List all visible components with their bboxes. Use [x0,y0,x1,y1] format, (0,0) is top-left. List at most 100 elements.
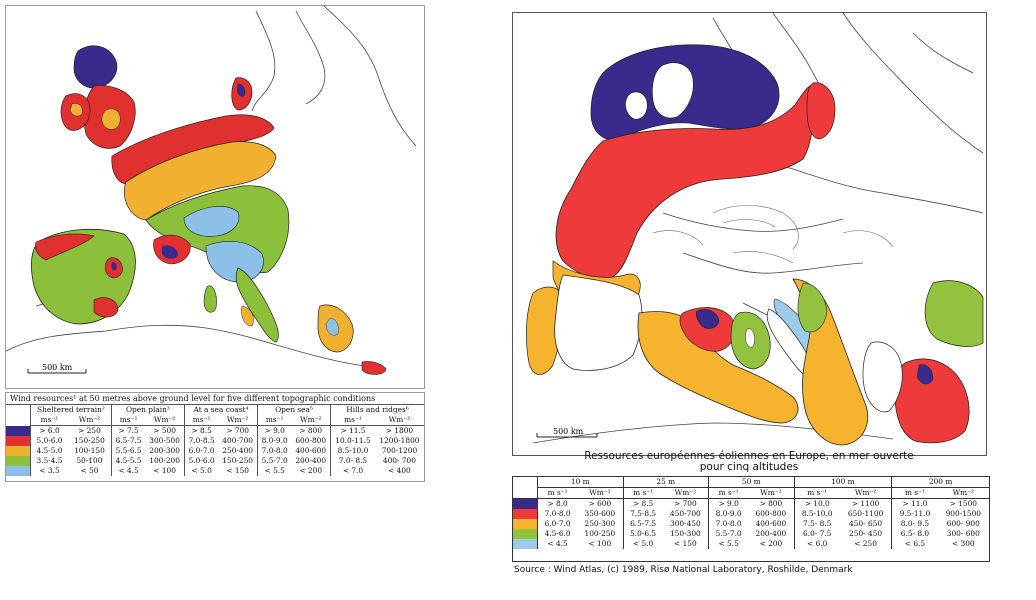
atlantic-red-zone [555,85,815,280]
left-wind-map: 500 km [5,5,425,389]
right-legend-cell: 300- 600 [946,529,980,538]
right-legend-cell: < 4.5 [537,539,578,549]
left-legend-cell: 7.0-8.5 [183,436,219,446]
right-legend-cell: < 250 [854,539,877,548]
right-legend-cell: 600- 900 [946,519,980,528]
right-legend-cell: 450-700 [670,509,701,518]
left-legend-cell: 600-800 [295,436,327,445]
right-color-swatch [513,519,538,529]
left-legend-cell: 8.0-9.0 [256,436,292,446]
source-credit: Source : Wind Atlas, (c) 1989, Risø Nati… [514,565,853,575]
right-legend-cell: < 5.5 [708,539,749,549]
left-legend-cell: 5.5-6.5 [110,446,146,456]
left-group-name: Sheltered terrain² [30,405,112,415]
left-legend-cell: > 8.5 [183,425,219,436]
right-group-name: 200 m [891,477,989,488]
right-legend-cell: > 8.0 [537,498,578,509]
left-legend-cell: < 50 [80,466,99,475]
right-legend-cell: 8.5-10.0 [793,509,840,519]
black-sea-green-zone [924,280,984,347]
left-legend-cell: 10.0-11.5 [330,436,375,446]
left-legend-cell: 50-100 [76,456,103,465]
right-legend-cell: > 9.0 [708,498,749,509]
left-unit: Wm⁻² [374,415,424,426]
britain-outline [651,62,694,119]
right-legend-cell: > 1100 [851,499,880,508]
right-legend-cell: > 600 [588,499,612,508]
right-legend-cell: < 200 [759,539,783,548]
gulf-of-lion-red-zone [679,307,735,352]
left-group-name: Hills and ridges⁶ [330,405,424,415]
right-legend-cell: 4.5-6.0 [537,529,578,539]
right-legend-cell: 7.5- 8.5 [793,519,840,529]
left-legend-cell: > 9.0 [256,425,292,436]
left-legend-cell: < 5.0 [183,466,219,476]
left-legend-cell: 7.0- 8.5 [330,456,375,466]
right-wind-map: 500 km [512,12,987,456]
left-legend-cell: < 5.5 [256,466,292,476]
left-legend-cell: 6.0-7.0 [183,446,219,456]
denmark-red-zone [806,82,836,140]
right-legend-cell: < 6.0 [793,539,840,549]
left-legend-cell: < 4.5 [110,466,146,476]
right-legend-cell: > 800 [759,499,783,508]
right-legend-cell: 8.0-9.0 [708,509,749,519]
right-title-line2: pour cinq altitudes [699,461,799,473]
left-legend-cell: > 700 [226,426,249,435]
left-legend-cell: 700-1200 [381,446,418,455]
left-legend-cell: 1200-1800 [379,436,420,445]
left-legend-cell: 5.0-6.0 [30,436,69,446]
right-legend-cell: 5.5-7.0 [708,529,749,539]
right-legend-cell: 650-1100 [847,509,884,518]
right-map-graphic: 500 km [526,13,984,446]
left-legend-rows: > 6.0 > 250 > 7.5 > 500 > 8.5 > 700 > 9.0 > 800… [6,425,424,476]
right-legend-cell: < 150 [674,539,697,548]
left-unit: Wm⁻² [68,415,112,426]
left-color-swatch [6,436,31,446]
left-legend-row: < 3.5 < 50 < 4.5 < 100 < 5.0 < 150 < 5.5 < 200 <… [6,466,424,476]
left-color-swatch [6,456,31,466]
right-legend-cell: 5.0-6.5 [622,529,663,539]
left-legend-cell: 300-500 [149,436,180,445]
left-legend-row: 5.0-6.0 150-250 6.5-7.5 300-500 7.0-8.5 400-7… [6,436,424,446]
right-group-name: 25 m [622,477,709,488]
left-legend-cell: 400-600 [295,446,327,455]
right-legend-row: > 8.0 > 600 > 8.5 > 700 > 9.0 > 800 > 10.0 > 11… [513,498,989,509]
left-legend-cell: > 1800 [385,426,414,435]
left-color-swatch [6,425,31,436]
left-legend-cell: 6.5-7.5 [110,436,146,446]
left-legend-cell: 3.5-4.5 [30,456,69,466]
left-legend-cell: < 150 [226,466,249,475]
left-color-swatch [6,466,31,476]
left-legend-cell: < 400 [388,466,411,475]
right-legend-cell: 7.5-8.5 [622,509,663,519]
right-legend-cell: 450- 650 [849,519,883,528]
right-unit: m s⁻¹ [537,487,578,499]
left-legend-cell: > 500 [153,426,176,435]
left-legend-cell: 200-300 [149,446,180,455]
right-legend-cell: 900-1500 [945,509,982,518]
right-unit: Wm⁻² [839,487,892,499]
right-legend-cell: 7.0-8.0 [537,509,578,519]
right-legend-cell: > 11.0 [891,498,938,509]
right-legend-cell: < 100 [588,539,612,548]
left-legend-cell: > 250 [78,426,101,435]
right-unit: m s⁻¹ [622,487,663,499]
right-legend-cell: 600-800 [755,509,787,518]
alps-blue-zone [183,206,240,237]
right-color-swatch [513,509,538,519]
right-legend-cell: 6.0- 7.5 [793,529,840,539]
left-legend-cell: 200-400 [295,456,327,465]
right-legend-table: 10 m 25 m 50 m 100 m 200 m m s⁻¹ Wm⁻² m … [513,477,989,549]
left-legend-cell: > 6.0 [30,425,69,436]
left-unit: Wm⁻² [145,415,185,426]
left-legend: Wind resources¹ at 50 metres above groun… [5,392,425,482]
right-legend-cell: 7.0-8.0 [708,519,749,529]
right-legend: 10 m 25 m 50 m 100 m 200 m m s⁻¹ Wm⁻² m … [512,476,990,562]
right-scale-label: 500 km [553,427,584,436]
left-group-name: Open plain³ [110,405,185,415]
left-legend-row: 4.5-5.0 100-150 5.5-6.5 200-300 6.0-7.0 250-4… [6,446,424,456]
right-legend-cell: 150-300 [670,529,701,538]
right-legend-rows: > 8.0 > 600 > 8.5 > 700 > 9.0 > 800 > 10.0 > 11… [513,498,989,549]
left-unit: ms⁻¹ [30,415,69,426]
